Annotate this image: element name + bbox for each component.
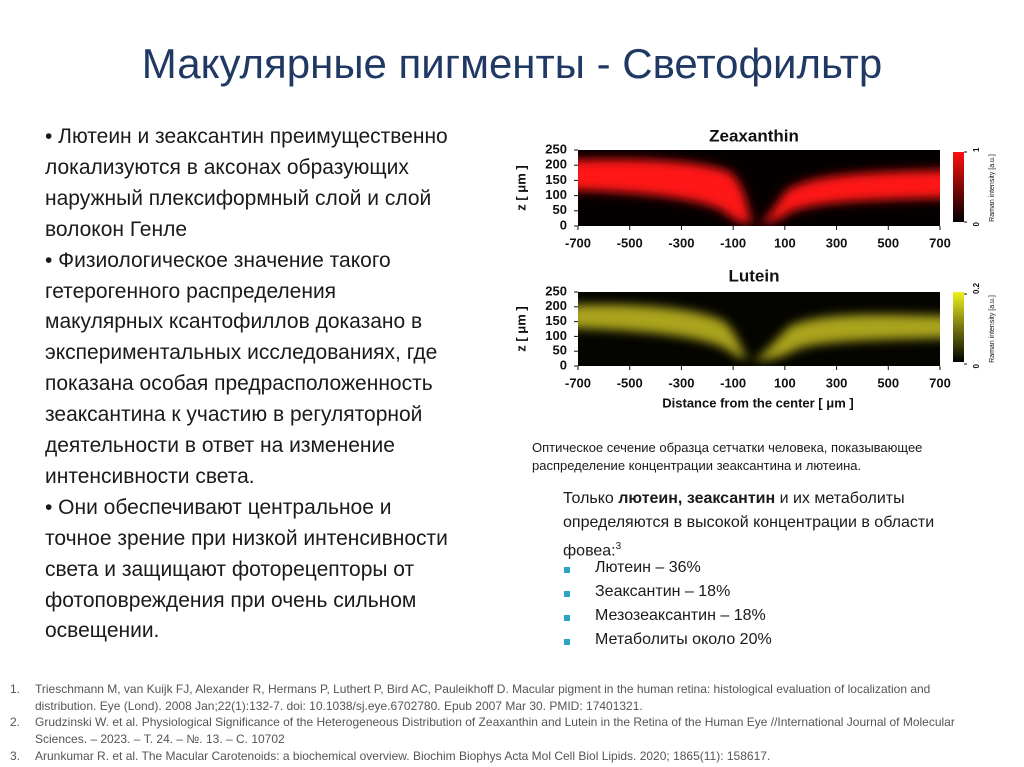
- caption-line: распределение концентрации зеаксантина и…: [532, 458, 862, 473]
- bullet-line: деятельности в ответ на изменение: [45, 434, 395, 457]
- reference-number: 3.: [10, 749, 21, 763]
- x-tick-label: -700: [565, 375, 591, 390]
- colorbar: [953, 292, 964, 362]
- list-item: Метаболиты около 20%: [595, 631, 772, 648]
- y-tick-label: 250: [545, 283, 567, 298]
- bullet-line: показана особая предрасположенность: [45, 372, 433, 396]
- list-marker: [564, 567, 570, 573]
- panel-title: Lutein: [729, 266, 780, 285]
- x-axis-label: Distance from the center [ μm ]: [662, 395, 853, 410]
- y-tick-label: 50: [553, 202, 567, 217]
- heatmap-signal: [578, 159, 940, 225]
- x-tick-label: 700: [929, 375, 951, 390]
- reference-number: 1.: [10, 682, 21, 696]
- colorbar-label: Raman intensity [a.u.]: [989, 154, 996, 222]
- colorbar-tick-label: 0: [972, 363, 981, 368]
- bullet-line: макулярных ксантофиллов доказано в: [45, 310, 423, 334]
- x-tick-label: 100: [774, 375, 796, 390]
- colorbar-tick-label: 1: [972, 147, 981, 152]
- y-tick-label: 250: [545, 141, 567, 156]
- bullet-line: локализуются в аксонах образующих: [45, 155, 409, 179]
- colorbar-label: Raman intensity [a.u.]: [989, 295, 996, 363]
- y-tick-label: 0: [560, 217, 567, 232]
- x-tick-label: -500: [617, 235, 643, 250]
- list-marker: [564, 639, 570, 645]
- summary: Только лютеин, зеаксантин и их метаболит…: [563, 487, 943, 563]
- colorbar-tick-label: 0.2: [972, 282, 981, 294]
- bullet-line: освещении.: [45, 619, 160, 643]
- bullet-line: света и защищают фоторецепторы от: [45, 557, 415, 581]
- bullet-line: волокон Генле: [45, 217, 188, 241]
- reference-number: 2.: [10, 715, 21, 729]
- bullet-line: экспериментальных исследованиях, где: [45, 341, 438, 365]
- x-tick-label: -100: [720, 375, 746, 390]
- bullet-line: наружный плексиформный слой и слой: [45, 186, 432, 210]
- bullet-line: зеаксантина к участию в регуляторной: [45, 403, 423, 427]
- colorbar-tick-label: 0: [972, 221, 981, 226]
- x-tick-label: 500: [877, 235, 899, 250]
- x-tick-label: 300: [826, 375, 848, 390]
- caption-line: Оптическое сечение образца сетчатки чело…: [532, 440, 923, 455]
- summary-text: Только: [563, 490, 619, 507]
- y-tick-label: 200: [545, 298, 567, 313]
- summary-bold: лютеин, зеаксантин: [618, 490, 776, 507]
- reference-text: Grudzinski W. et al. Physiological Signi…: [35, 715, 955, 746]
- x-tick-label: -300: [668, 375, 694, 390]
- bullet-line: • Лютеин и зеаксантин преимущественно: [45, 125, 448, 148]
- reference-text: Trieschmann M, van Kuijk FJ, Alexander R…: [35, 682, 931, 713]
- y-axis-label: z [ μm ]: [513, 165, 528, 211]
- list-item: Лютеин – 36%: [595, 559, 701, 576]
- bullet-line: точное зрение при низкой интенсивности: [45, 526, 448, 550]
- y-tick-label: 100: [545, 187, 567, 202]
- x-tick-label: 300: [826, 235, 848, 250]
- y-tick-label: 50: [553, 343, 567, 358]
- x-tick-label: -300: [668, 235, 694, 250]
- colorbar: [953, 152, 964, 222]
- x-tick-label: -100: [720, 235, 746, 250]
- y-axis-label: z [ μm ]: [513, 306, 528, 352]
- x-tick-label: 100: [774, 235, 796, 250]
- summary-sup: 3: [615, 541, 622, 552]
- reference-text: Arunkumar R. et al. The Macular Caroteno…: [35, 749, 771, 763]
- x-tick-label: -700: [565, 235, 591, 250]
- bullet-line: интенсивности света.: [45, 464, 255, 488]
- slide-title: Макулярные пигменты - Светофильтр: [141, 40, 883, 87]
- list-marker: [564, 591, 570, 597]
- list-marker: [564, 615, 570, 621]
- y-tick-label: 0: [560, 357, 567, 372]
- y-tick-label: 150: [545, 172, 567, 187]
- bullet-line: гетерогенного распределения: [45, 279, 337, 303]
- y-tick-label: 100: [545, 328, 567, 343]
- y-tick-label: 150: [545, 313, 567, 328]
- panel-title: Zeaxanthin: [709, 126, 799, 145]
- x-tick-label: 700: [929, 235, 951, 250]
- heatmap-signal: [578, 304, 940, 361]
- y-tick-label: 200: [545, 157, 567, 172]
- list-item: Зеаксантин – 18%: [595, 583, 731, 600]
- bullet-line: • Физиологическое значение такого: [45, 248, 391, 272]
- x-tick-label: 500: [877, 375, 899, 390]
- x-tick-label: -500: [617, 375, 643, 390]
- list-item: Мезозеаксантин – 18%: [595, 607, 766, 624]
- bullet-line: • Они обеспечивают центральное и: [45, 495, 392, 519]
- summary-text: и их метаболиты определяются в высокой к…: [563, 490, 935, 560]
- bullet-line: фотоповреждения при очень сильном: [45, 588, 417, 612]
